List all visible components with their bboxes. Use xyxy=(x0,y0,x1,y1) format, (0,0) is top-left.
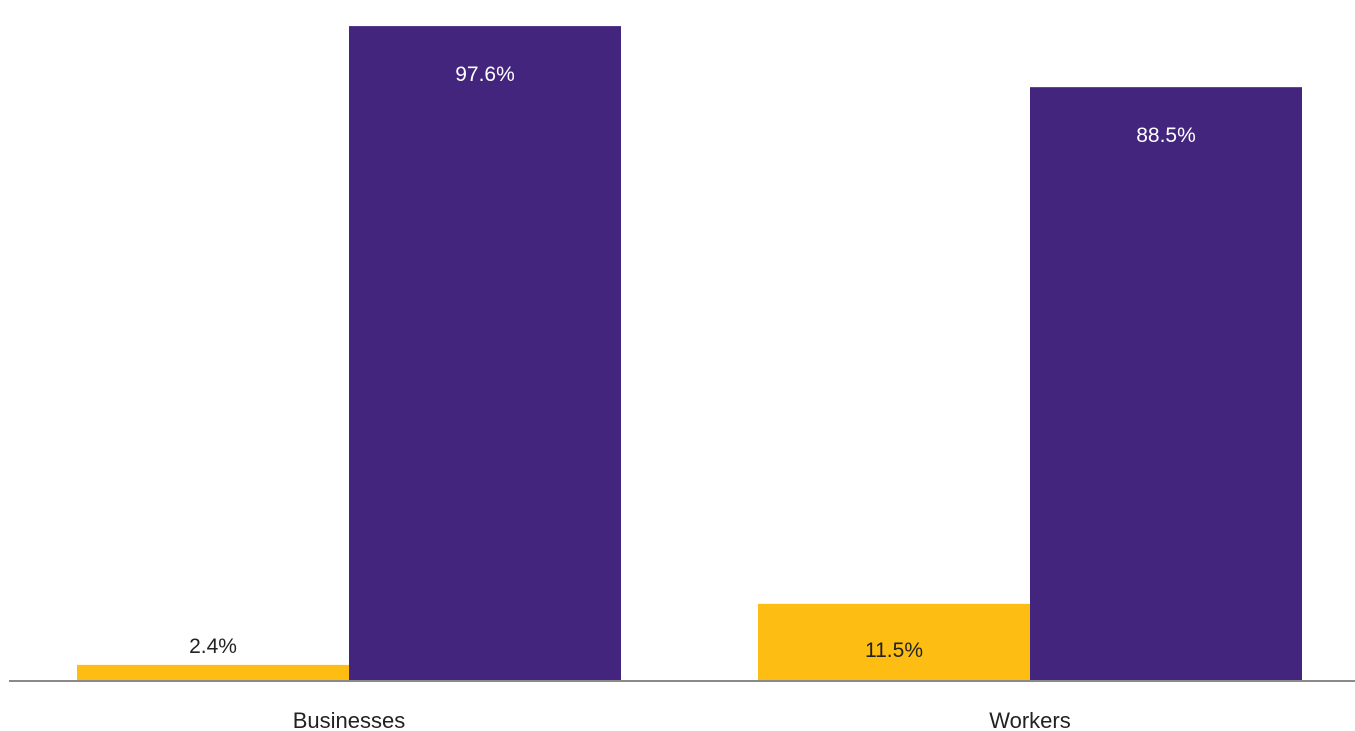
value-label-businesses-series-2: 97.6% xyxy=(455,63,515,86)
category-label-workers: Workers xyxy=(989,708,1071,731)
value-labels-group: 2.4% 97.6% 11.5% 88.5% xyxy=(189,63,1196,662)
bars-group xyxy=(77,26,1302,682)
value-label-businesses-series-1: 2.4% xyxy=(189,635,237,658)
bar-workers-series-1 xyxy=(758,603,1030,681)
bar-businesses-series-2 xyxy=(349,26,621,681)
bar-businesses-series-1 xyxy=(77,664,349,681)
value-label-workers-series-1: 11.5% xyxy=(865,639,923,662)
bar-workers-series-2 xyxy=(1030,87,1302,682)
category-labels-group: Businesses Workers xyxy=(293,708,1071,731)
value-label-workers-series-2: 88.5% xyxy=(1136,124,1196,147)
category-label-businesses: Businesses xyxy=(293,708,406,731)
